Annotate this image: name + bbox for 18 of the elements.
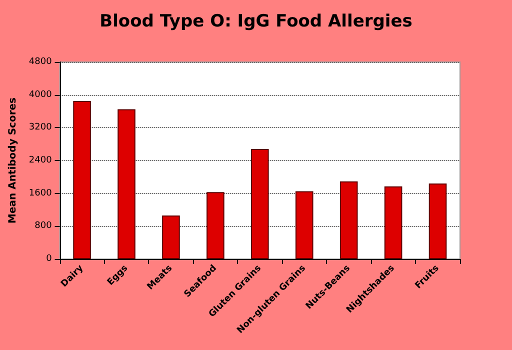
bar: [206, 192, 224, 259]
y-tick-label: 4000: [28, 90, 52, 100]
bar: [251, 149, 269, 259]
y-tick-label: 1600: [28, 188, 52, 198]
bar: [295, 191, 314, 259]
bar: [428, 183, 447, 259]
y-tick-label: 0: [46, 254, 52, 264]
y-tick-label: 2400: [28, 156, 52, 166]
bar: [384, 186, 402, 259]
chart-title: Blood Type O: IgG Food Allergies: [100, 12, 412, 32]
bar: [73, 100, 91, 259]
y-tick-label: 4800: [28, 57, 52, 67]
y-axis-title: Mean Antibody Scores: [8, 97, 18, 224]
y-tick-label: 800: [34, 221, 52, 232]
bar: [162, 215, 180, 259]
bar: [118, 109, 136, 259]
bar: [340, 181, 358, 259]
y-tick-label: 3200: [28, 122, 52, 133]
